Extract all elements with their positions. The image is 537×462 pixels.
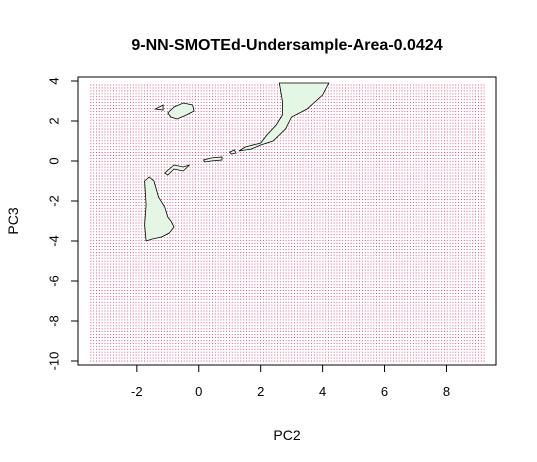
contour-region-upper-left-blob <box>167 102 195 120</box>
x-axis-label: PC2 <box>273 427 300 443</box>
x-tick-label: 8 <box>443 384 450 399</box>
y-tick-label: -8 <box>47 315 62 327</box>
contour-regions <box>144 82 330 242</box>
contour-region-center-dash <box>202 156 223 163</box>
contour-region-small-tick-upper <box>154 104 164 111</box>
y-tick-label: -10 <box>47 352 62 371</box>
x-tick-label: 4 <box>319 384 326 399</box>
y-tick-label: 4 <box>47 77 62 84</box>
y-tick-label: 0 <box>47 157 62 164</box>
contour-region-left-vertical-strip <box>144 176 175 242</box>
x-tick-label: -2 <box>131 384 143 399</box>
x-tick-label: 0 <box>195 384 202 399</box>
y-tick-label: -2 <box>47 195 62 207</box>
x-axis: -2 0 2 4 6 8 <box>131 364 450 399</box>
y-axis-label: PC3 <box>5 207 21 234</box>
x-tick-label: 2 <box>257 384 264 399</box>
chart-title: 9-NN-SMOTEd-Undersample-Area-0.0424 <box>131 37 442 54</box>
contour-region-tiny-dot-right <box>229 149 237 155</box>
y-tick-label: 2 <box>47 117 62 124</box>
y-tick-label: -4 <box>47 235 62 247</box>
contour-region-upper-right-band <box>238 82 330 152</box>
contour-region-center-squiggle <box>164 164 190 176</box>
x-tick-label: 6 <box>381 384 388 399</box>
y-axis: -10 -8 -6 -4 -2 0 2 4 <box>47 77 79 370</box>
y-tick-label: -6 <box>47 275 62 287</box>
